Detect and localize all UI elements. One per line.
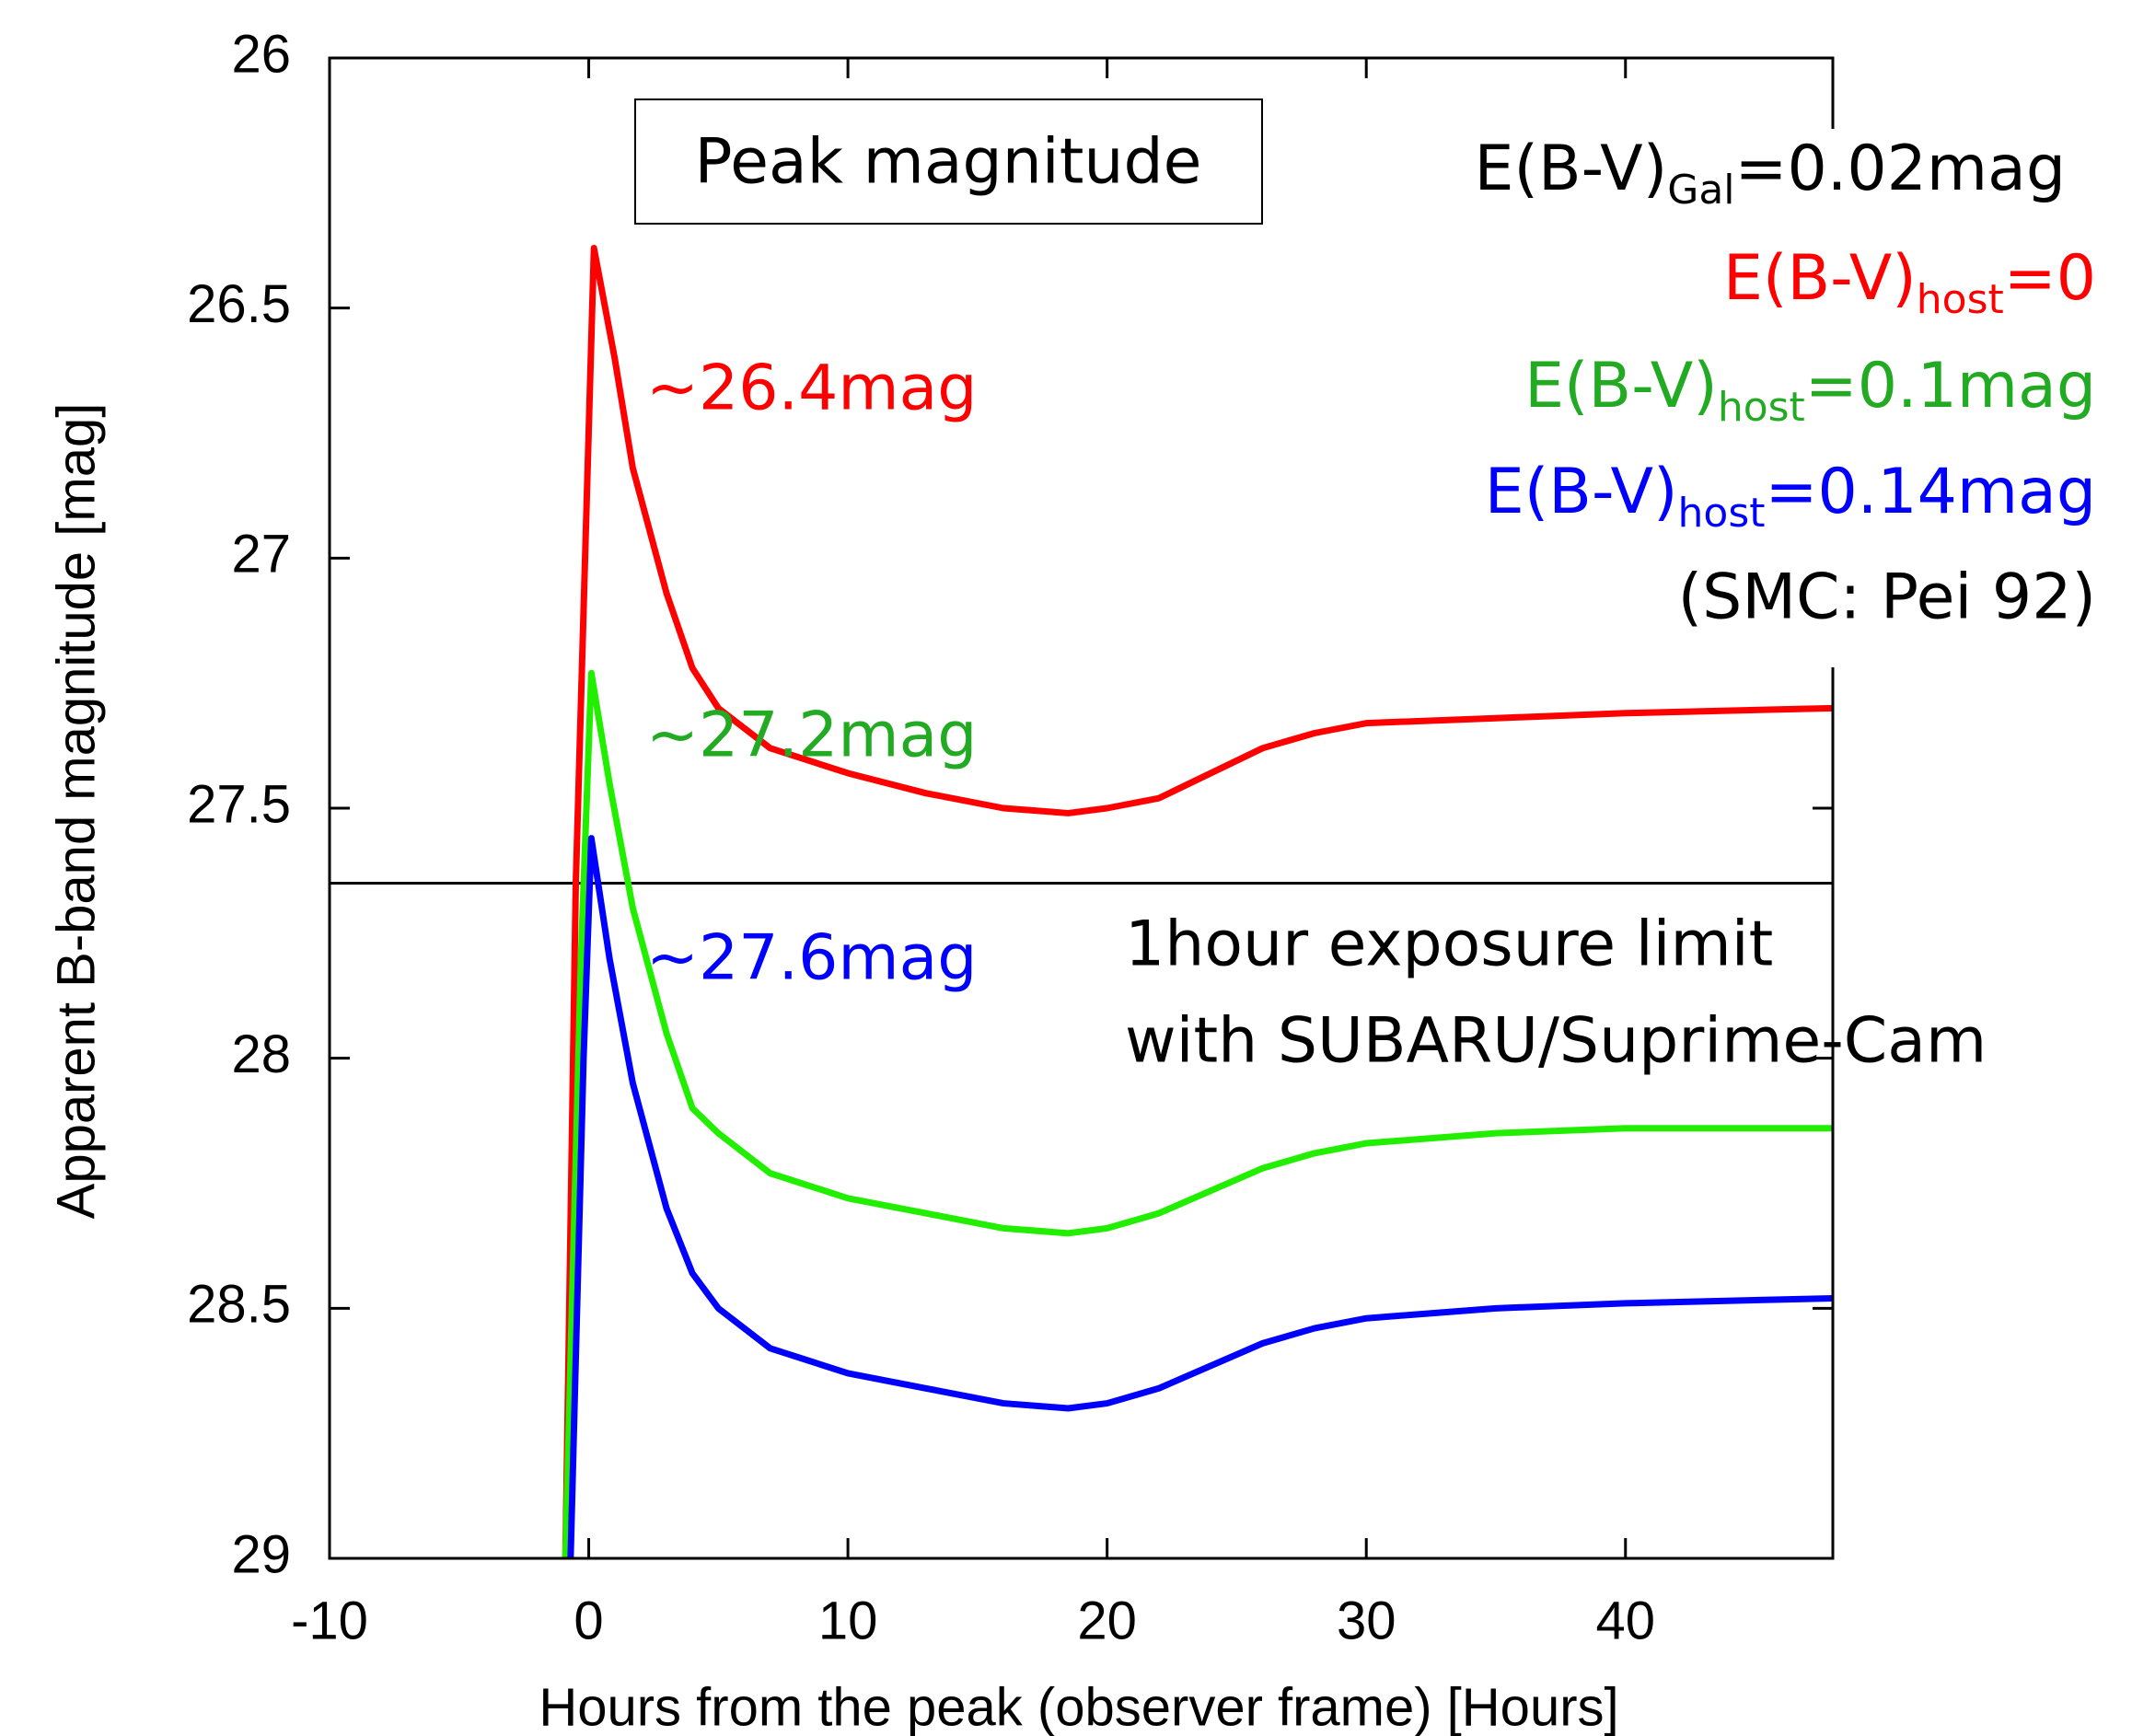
peak-label: ~27.6mag xyxy=(646,922,977,995)
y-tick-label: 29 xyxy=(231,1524,291,1584)
y-tick-label: 27.5 xyxy=(187,774,291,834)
y-tick-label: 27 xyxy=(231,525,291,584)
legend-subscript: host xyxy=(1917,276,2004,323)
legend-text: E(B-V) xyxy=(1524,350,1718,422)
extinction-law-label: (SMC: Pei 92) xyxy=(1678,561,2096,634)
y-tick-label: 26.5 xyxy=(187,274,291,334)
x-tick-label: 10 xyxy=(818,1591,878,1650)
x-tick-label: 0 xyxy=(574,1591,603,1650)
legend-text: =0 xyxy=(2004,242,2096,315)
x-tick-label: 30 xyxy=(1337,1591,1396,1650)
y-tick-label: 26 xyxy=(231,24,291,84)
x-tick-label: 40 xyxy=(1596,1591,1656,1650)
legend-subscript: host xyxy=(1678,490,1766,537)
legend-background xyxy=(1611,129,2132,667)
x-tick-label: 20 xyxy=(1077,1591,1137,1650)
limit-label: 1hour exposure limit xyxy=(1125,909,1773,981)
y-axis-title: Apparent B-band magnitude [mag] xyxy=(46,403,106,1220)
annotation-box xyxy=(634,98,1263,225)
series-line xyxy=(562,669,1833,1558)
box-label: Peak magnitude xyxy=(695,126,1202,199)
legend-entry: E(B-V)host=0.14mag xyxy=(1485,456,2096,537)
peak-label: ~26.4mag xyxy=(646,353,977,425)
y-tick-label: 28 xyxy=(231,1024,291,1084)
x-axis-title: Hours from the peak (observer frame) [Ho… xyxy=(539,1677,1618,1736)
legend-text: E(B-V) xyxy=(1723,242,1917,315)
galactic-label: E(B-V)Gal=0.02mag xyxy=(1474,133,2066,214)
legend-text: =0.14mag xyxy=(1766,456,2096,528)
legend-entry: E(B-V)host=0.1mag xyxy=(1524,350,2096,431)
legend-text: =0.1mag xyxy=(1805,350,2096,422)
y-tick-label: 28.5 xyxy=(187,1275,291,1335)
legend-subscript: host xyxy=(1718,384,1805,431)
series-line xyxy=(562,244,1833,1558)
legend-text: E(B-V) xyxy=(1485,456,1678,528)
x-tick-label: -10 xyxy=(291,1591,368,1650)
peak-label: ~27.2mag xyxy=(646,700,977,772)
legend-entry: E(B-V)host=0 xyxy=(1723,242,2096,323)
plot-frame xyxy=(328,56,1835,1560)
limit-label: with SUBARU/Suprime-Cam xyxy=(1125,1005,1987,1078)
series-line xyxy=(567,835,1833,1558)
